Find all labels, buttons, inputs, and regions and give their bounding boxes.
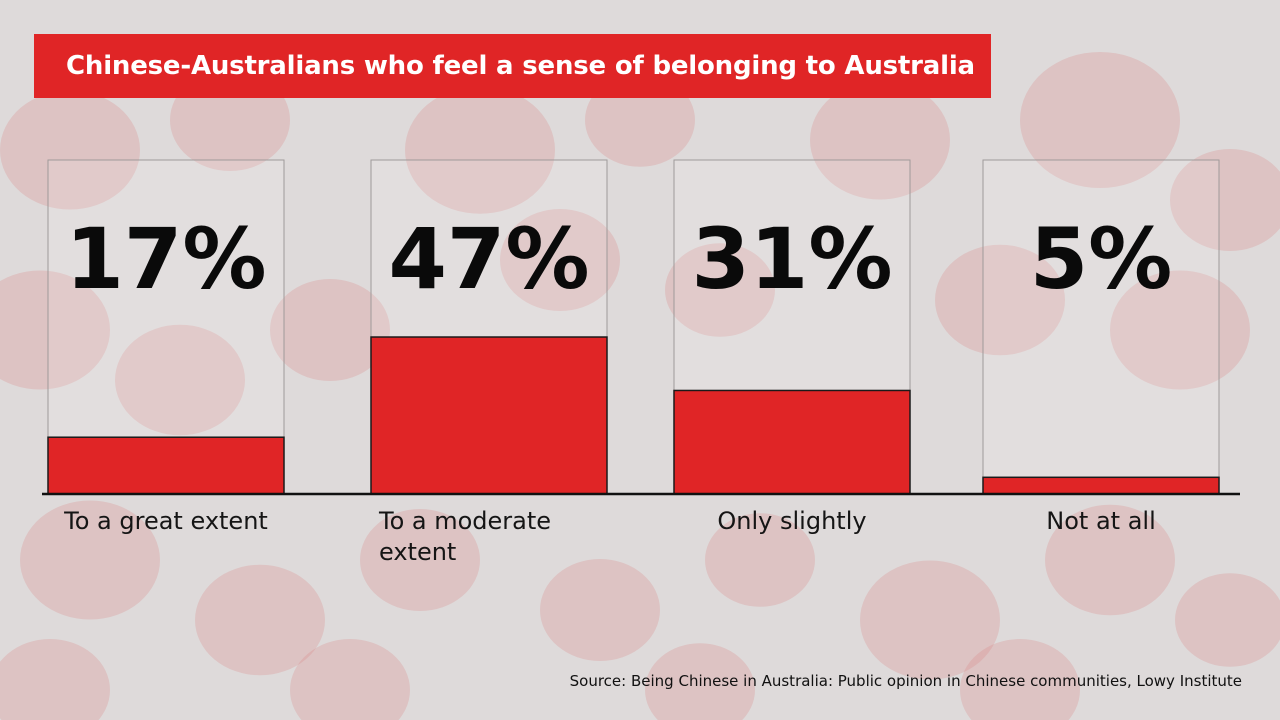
lantern-decoration: [0, 639, 110, 720]
category-label-line: Only slightly: [717, 507, 866, 535]
lantern-decoration: [1175, 573, 1280, 667]
value-label: 5%: [1030, 210, 1173, 308]
value-label: 31%: [691, 210, 892, 308]
lantern-decoration: [360, 509, 480, 611]
category-label-line: To a great extent: [63, 507, 268, 535]
bar: [982, 476, 1220, 495]
category-label: Only slightly: [717, 507, 866, 535]
category-label-line: extent: [379, 538, 456, 566]
lantern-decoration: [860, 560, 1000, 680]
bar: [370, 336, 608, 495]
lantern-decoration: [645, 643, 755, 720]
value-label: 47%: [388, 210, 589, 308]
lantern-decoration: [705, 513, 815, 607]
lantern-decoration: [115, 324, 245, 436]
lantern-decoration: [500, 209, 620, 311]
category-label: To a great extent: [63, 507, 268, 535]
lantern-decoration: [1170, 149, 1280, 251]
lantern-decoration: [1110, 270, 1250, 390]
lantern-decoration: [270, 279, 390, 381]
lantern-decoration: [960, 639, 1080, 720]
category-label: Not at all: [1046, 507, 1155, 535]
bar: [47, 436, 285, 495]
lantern-decoration: [810, 80, 950, 200]
category-label: To a moderate extent: [378, 507, 551, 566]
lantern-decoration: [1045, 504, 1175, 616]
source-note: Source: Being Chinese in Australia: Publ…: [569, 672, 1242, 690]
lantern-decoration: [290, 639, 410, 720]
lantern-decoration: [665, 243, 775, 337]
lantern-decoration: [405, 86, 555, 214]
lantern-decoration: [540, 559, 660, 661]
lantern-decoration: [20, 500, 160, 620]
category-label-line: To a moderate: [378, 507, 551, 535]
chart-title: Chinese-Australians who feel a sense of …: [34, 34, 991, 98]
bar-frame: [982, 159, 1220, 495]
lantern-decoration: [0, 270, 110, 390]
lantern-decoration: [0, 90, 140, 210]
lantern-decoration: [935, 244, 1065, 356]
lantern-decoration: [1020, 52, 1180, 188]
value-label: 17%: [65, 210, 266, 308]
bar: [673, 389, 911, 495]
lantern-decoration: [195, 564, 325, 676]
category-label-line: Not at all: [1046, 507, 1155, 535]
